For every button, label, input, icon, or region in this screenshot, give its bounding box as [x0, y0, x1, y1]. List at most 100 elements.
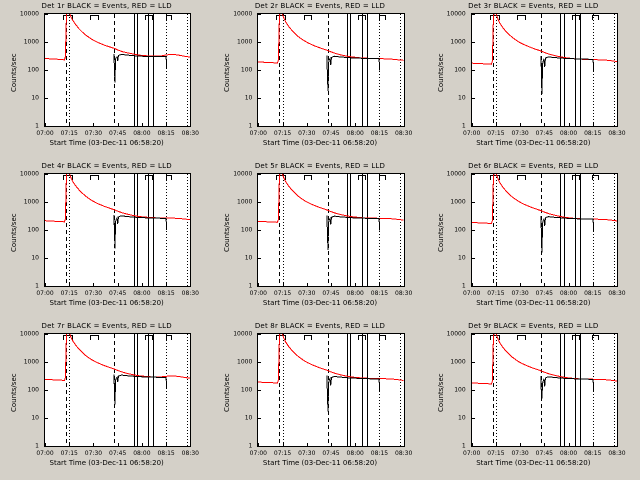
panel-title: Det 4r BLACK = Events, RED = LLD [41, 162, 172, 170]
top-bracket-1 [517, 335, 526, 340]
series-layer [471, 334, 617, 399]
x-tick-mark [330, 283, 332, 287]
x-tick-label: 07:00 [36, 130, 54, 137]
y-tick-mark [470, 390, 475, 391]
marker-line-solid-1 [137, 334, 139, 446]
y-tick-label: 1000 [23, 38, 39, 46]
y-tick-label: 10 [244, 414, 253, 422]
top-bracket-1 [90, 175, 100, 180]
x-tick-label: 08:15 [370, 130, 389, 137]
y-tick-mark [44, 446, 48, 447]
y-tick-label: 100 [27, 386, 39, 394]
series-lld [45, 14, 191, 61]
x-tick-mark [117, 283, 119, 287]
plot-panel-1: Det 1r BLACK = Events, RED = LLD 1 10 100 10… [0, 0, 213, 160]
marker-line-dotted-2 [400, 334, 402, 446]
y-tick-mark [470, 446, 475, 447]
x-tick-label: 08:30 [395, 290, 413, 297]
x-axis-label: Start Time (03-Dec-11 06:58:20) [262, 139, 378, 147]
marker-line-solid-3 [366, 14, 368, 126]
marker-line-solid-3 [153, 14, 155, 126]
panel-title: Det 1r BLACK = Events, RED = LLD [41, 2, 172, 10]
x-tick-label: 07:15 [60, 130, 78, 137]
x-tick-label: 07:00 [463, 450, 481, 457]
x-tick-mark [592, 123, 594, 127]
x-tick-mark [379, 123, 381, 127]
y-tick-label: 1 [461, 442, 466, 450]
x-tick-label: 07:15 [273, 290, 292, 297]
y-axis-label: Counts/sec [10, 53, 18, 92]
y-tick-label: 100 [454, 66, 466, 74]
marker-line-dashed-0 [492, 334, 494, 446]
y-tick-label: 100 [454, 226, 466, 234]
panel-title: Det 9r BLACK = Events, RED = LLD [468, 322, 599, 330]
marker-line-dotted-1 [166, 14, 168, 126]
x-tick-mark [403, 123, 405, 127]
x-tick-mark [282, 123, 284, 127]
top-bracket-3 [592, 335, 599, 340]
x-axis-label: Start Time (03-Dec-11 06:58:20) [262, 299, 378, 307]
y-tick-label: 100 [27, 66, 39, 74]
y-tick-label: 1 [35, 442, 39, 450]
y-tick-mark [470, 258, 475, 259]
x-tick-mark [190, 443, 192, 447]
y-axis-label: Counts/sec [436, 373, 445, 412]
x-tick-label: 07:45 [109, 290, 127, 297]
plot-area [470, 173, 618, 287]
x-tick-mark [616, 283, 618, 287]
x-tick-label: 07:00 [463, 290, 481, 297]
y-tick-label: 10 [244, 94, 253, 102]
x-tick-mark [520, 443, 522, 447]
marker-line-solid-0 [133, 334, 135, 446]
x-tick-mark [379, 443, 381, 447]
x-tick-label: 08:00 [559, 450, 578, 457]
x-tick-mark [141, 123, 143, 127]
x-tick-mark [520, 123, 522, 127]
plot-panel-6: Det 6r BLACK = Events, RED = LLD 1 10 100 10… [427, 160, 640, 320]
marker-line-solid-1 [563, 174, 565, 286]
x-tick-label: 08:15 [370, 290, 389, 297]
top-bracket-2 [358, 175, 367, 180]
marker-line-dashed-0 [65, 174, 67, 286]
plot-area [44, 333, 192, 447]
plot-area [470, 333, 618, 447]
y-tick-mark [44, 70, 48, 71]
x-tick-label: 08:30 [181, 130, 199, 137]
y-tick-mark [44, 98, 48, 99]
top-bracket-1 [517, 175, 526, 180]
marker-line-dotted-2 [400, 14, 402, 126]
marker-line-dotted-0 [282, 334, 284, 446]
marker-line-solid-2 [148, 334, 150, 446]
series-layer [258, 334, 404, 412]
y-tick-mark [470, 70, 475, 71]
y-tick-mark [257, 286, 262, 287]
x-tick-mark [166, 283, 168, 287]
top-bracket-3 [165, 15, 173, 20]
series-lld [258, 174, 404, 223]
marker-line-dashed-0 [492, 14, 494, 126]
y-tick-mark [44, 390, 48, 391]
marker-line-dotted-2 [187, 174, 189, 286]
series-layer [258, 14, 404, 91]
x-tick-mark [355, 283, 357, 287]
top-bracket-0 [276, 175, 287, 180]
top-bracket-0 [63, 15, 74, 20]
y-tick-mark [257, 230, 262, 231]
x-axis-label: Start Time (03-Dec-11 06:58:20) [476, 139, 591, 147]
x-tick-mark [330, 443, 332, 447]
x-axis-label: Start Time (03-Dec-11 06:58:20) [49, 299, 164, 307]
y-tick-mark [257, 390, 262, 391]
marker-line-solid-0 [560, 14, 562, 126]
y-tick-label: 10000 [19, 170, 39, 178]
y-tick-label: 1 [461, 282, 466, 290]
series-events [326, 375, 381, 412]
top-bracket-1 [90, 335, 100, 340]
y-tick-mark [257, 14, 262, 15]
y-tick-mark [44, 42, 48, 43]
x-axis-label: Start Time (03-Dec-11 06:58:20) [476, 299, 591, 307]
y-tick-mark [44, 202, 48, 203]
series-events [326, 215, 381, 251]
x-tick-mark [306, 123, 308, 127]
x-axis-label: Start Time (03-Dec-11 06:58:20) [49, 459, 164, 467]
top-bracket-3 [592, 175, 599, 180]
